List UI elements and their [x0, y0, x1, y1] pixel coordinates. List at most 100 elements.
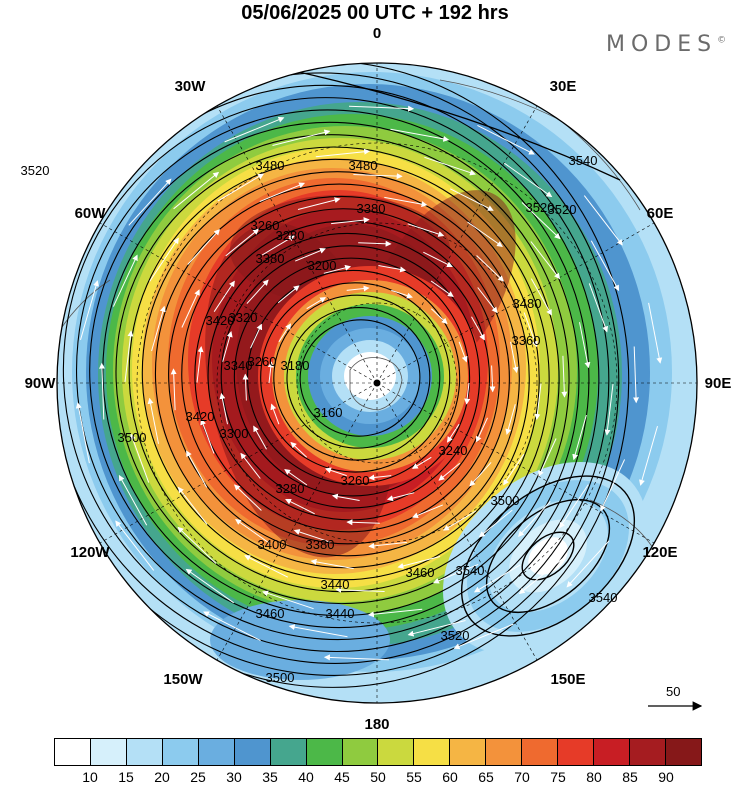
- streamline: [112, 254, 138, 307]
- streamline: [353, 173, 403, 180]
- streamline: [386, 492, 415, 502]
- streamline: [648, 302, 663, 364]
- height-contour: [521, 531, 575, 581]
- height-contour: [260, 282, 451, 473]
- streamline: [233, 484, 262, 511]
- streamline: [335, 586, 385, 593]
- streamline: [566, 540, 610, 588]
- meridian: [376, 222, 655, 384]
- streamline: [325, 467, 347, 477]
- streamline: [407, 223, 445, 237]
- contour-label: 3440: [326, 606, 355, 621]
- contour-label: 3480: [256, 158, 285, 173]
- streamline: [170, 368, 177, 411]
- contour-label: 3340: [224, 358, 253, 373]
- parallel: [216, 222, 538, 544]
- colorbar-label: 80: [586, 769, 602, 785]
- streamline: [390, 128, 450, 142]
- streamline: [438, 462, 461, 481]
- height-contour: [289, 69, 621, 181]
- streamline: [187, 229, 220, 265]
- colorbar-swatch: [90, 739, 127, 765]
- streamline: [633, 346, 640, 404]
- colorbar-swatch: [558, 739, 595, 765]
- longitude-label-60e: 60E: [646, 205, 674, 222]
- streamline: [458, 341, 468, 363]
- contour-label: 3500: [491, 493, 520, 508]
- meridian: [216, 382, 378, 661]
- height-contour: [128, 158, 550, 593]
- streamline: [222, 331, 233, 362]
- streamline: [253, 425, 267, 450]
- streamline: [561, 355, 568, 398]
- streamline: [284, 469, 308, 486]
- streamline: [224, 116, 285, 143]
- colorbar: 10 15 20 25 30 35 40 45 50 55 60 65 70 75 80 85 90: [54, 738, 702, 785]
- coastline: [349, 357, 403, 411]
- contour-label: 3320: [229, 310, 258, 325]
- streamline: [246, 279, 269, 304]
- streamline: [259, 182, 306, 203]
- longitude-label-30e: 30E: [549, 78, 577, 95]
- streamline: [503, 454, 525, 486]
- contour-label: 3540: [589, 590, 618, 605]
- streamline: [521, 202, 561, 240]
- streamline: [412, 504, 443, 519]
- streamline: [331, 493, 360, 501]
- streamline: [219, 392, 228, 425]
- streamline: [278, 323, 292, 343]
- streamline: [267, 361, 274, 384]
- scale-value: 50: [666, 684, 681, 699]
- streamline: [505, 404, 516, 435]
- chart-title: 05/06/2025 00 UTC + 192 hrs: [241, 2, 509, 24]
- streamline: [639, 425, 658, 486]
- contour-label: 3480: [513, 296, 542, 311]
- streamline: [306, 297, 327, 310]
- streamline: [367, 608, 423, 618]
- colorbar-label: 45: [334, 769, 350, 785]
- streamline: [177, 526, 217, 564]
- streamline: [477, 287, 498, 314]
- height-contour: [168, 195, 520, 557]
- colorbar-swatch: [126, 739, 163, 765]
- streamline: [270, 403, 280, 425]
- streamline: [467, 221, 503, 247]
- streamline: [559, 484, 589, 529]
- colorbar-label: 85: [622, 769, 638, 785]
- longitude-label-0: 0: [372, 25, 382, 42]
- streamline: [358, 240, 392, 247]
- height-contour: [89, 121, 580, 629]
- streamline: [604, 384, 614, 436]
- streamline: [196, 346, 204, 383]
- streamline: [384, 196, 428, 208]
- streamline: [449, 188, 494, 211]
- contour-label: 3460: [406, 565, 435, 580]
- contour-label: 3500: [118, 430, 147, 445]
- streamline: [391, 289, 413, 299]
- streamline: [288, 624, 348, 638]
- contour-label: 3420: [186, 409, 215, 424]
- colorbar-label: 70: [514, 769, 530, 785]
- streamline: [590, 240, 620, 292]
- map-boundary: [56, 62, 698, 704]
- scale-arrow-icon: [648, 701, 703, 711]
- streamline: [315, 148, 371, 158]
- streamline: [118, 474, 148, 526]
- longitude-label-30w: 30W: [174, 78, 206, 95]
- streamline: [489, 365, 496, 393]
- colorbar-swatch: [522, 739, 559, 765]
- streamline: [424, 156, 476, 176]
- streamline: [217, 173, 265, 202]
- colorbar-label: 35: [262, 769, 278, 785]
- streamline: [430, 280, 454, 297]
- contour-label: 3240: [439, 443, 468, 458]
- colorbar-swatch: [198, 739, 235, 765]
- contour-label: 3280: [276, 228, 305, 243]
- colorbar-swatch: [594, 739, 630, 765]
- streamline: [446, 423, 460, 443]
- longitude-label-120e: 120E: [642, 544, 678, 561]
- contour-label: 3200: [308, 258, 337, 273]
- streamline: [130, 433, 150, 483]
